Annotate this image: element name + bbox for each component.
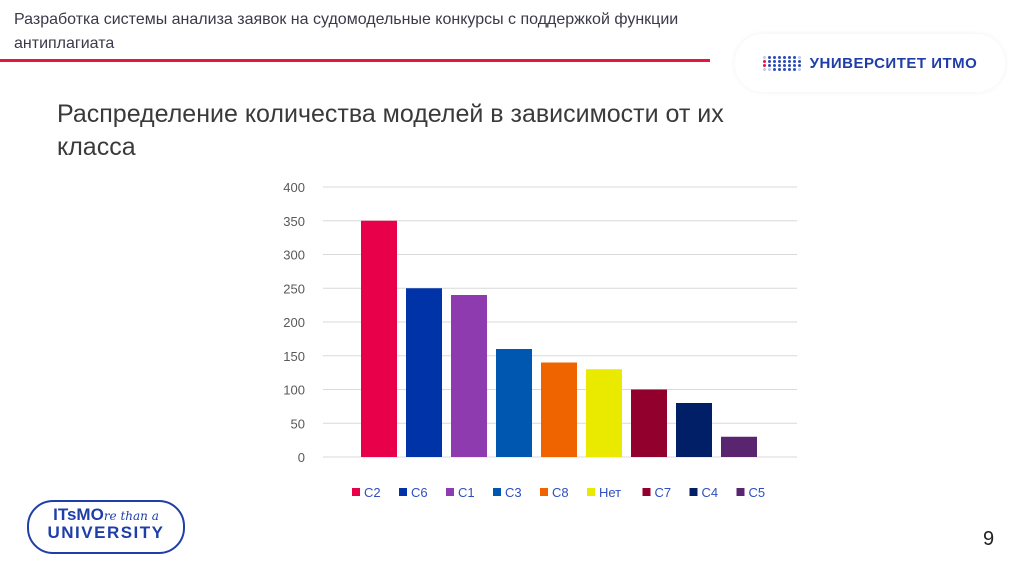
logo-text: УНИВЕРСИТЕТ ИТМО [809,54,978,72]
logo-university: UNIVERSITY [47,523,165,542]
legend-label: C1 [458,485,475,500]
legend-swatch [352,488,360,496]
legend-label: C6 [411,485,428,500]
y-tick-label: 50 [291,416,305,431]
legend-swatch [587,488,595,496]
bar-C2 [361,220,397,457]
y-tick-label: 400 [283,180,305,195]
legend-swatch [642,488,651,496]
chart-title: Распределение количества моделей в завис… [57,100,724,161]
bar-C3 [496,349,532,457]
itmo-logo-bottom: ITsMOre than a UNIVERSITY [27,500,185,554]
legend-label: C8 [552,485,569,500]
bar-C8 [541,362,577,457]
legend-swatch [540,488,548,496]
legend-swatch [736,488,745,496]
legend-label: C4 [702,485,719,500]
legend-label: C3 [505,485,522,500]
legend-label: C5 [749,485,766,500]
legend-swatch [399,488,407,496]
itmo-dots-icon [762,55,802,71]
itmo-logo-top: УНИВЕРСИТЕТ ИТМО [735,34,1005,92]
bar-Нет [586,369,622,457]
header-divider [0,59,710,62]
legend-swatch [689,488,698,496]
y-tick-label: 0 [298,450,305,465]
slide-number: 9 [983,528,995,550]
bar-C1 [451,295,487,457]
bar-C4 [676,403,712,457]
legend-label: Нет [599,485,621,500]
y-tick-label: 200 [283,315,305,330]
header-title: Разработка системы анализа заявок на суд… [14,11,679,52]
y-tick-label: 350 [283,214,305,229]
y-tick-label: 300 [283,248,305,263]
logo-bold: ITsMO [53,505,104,524]
legend-label: C7 [655,485,672,500]
legend-swatch [493,488,501,496]
legend-label: C2 [364,485,381,500]
bar-C6 [406,288,442,457]
bar-C7 [631,389,667,457]
bar-C5 [721,436,757,457]
legend-swatch [446,488,454,496]
y-tick-label: 250 [283,281,305,296]
y-tick-label: 150 [283,349,305,364]
logo-script: re than a [103,509,159,523]
y-tick-label: 100 [283,383,305,398]
